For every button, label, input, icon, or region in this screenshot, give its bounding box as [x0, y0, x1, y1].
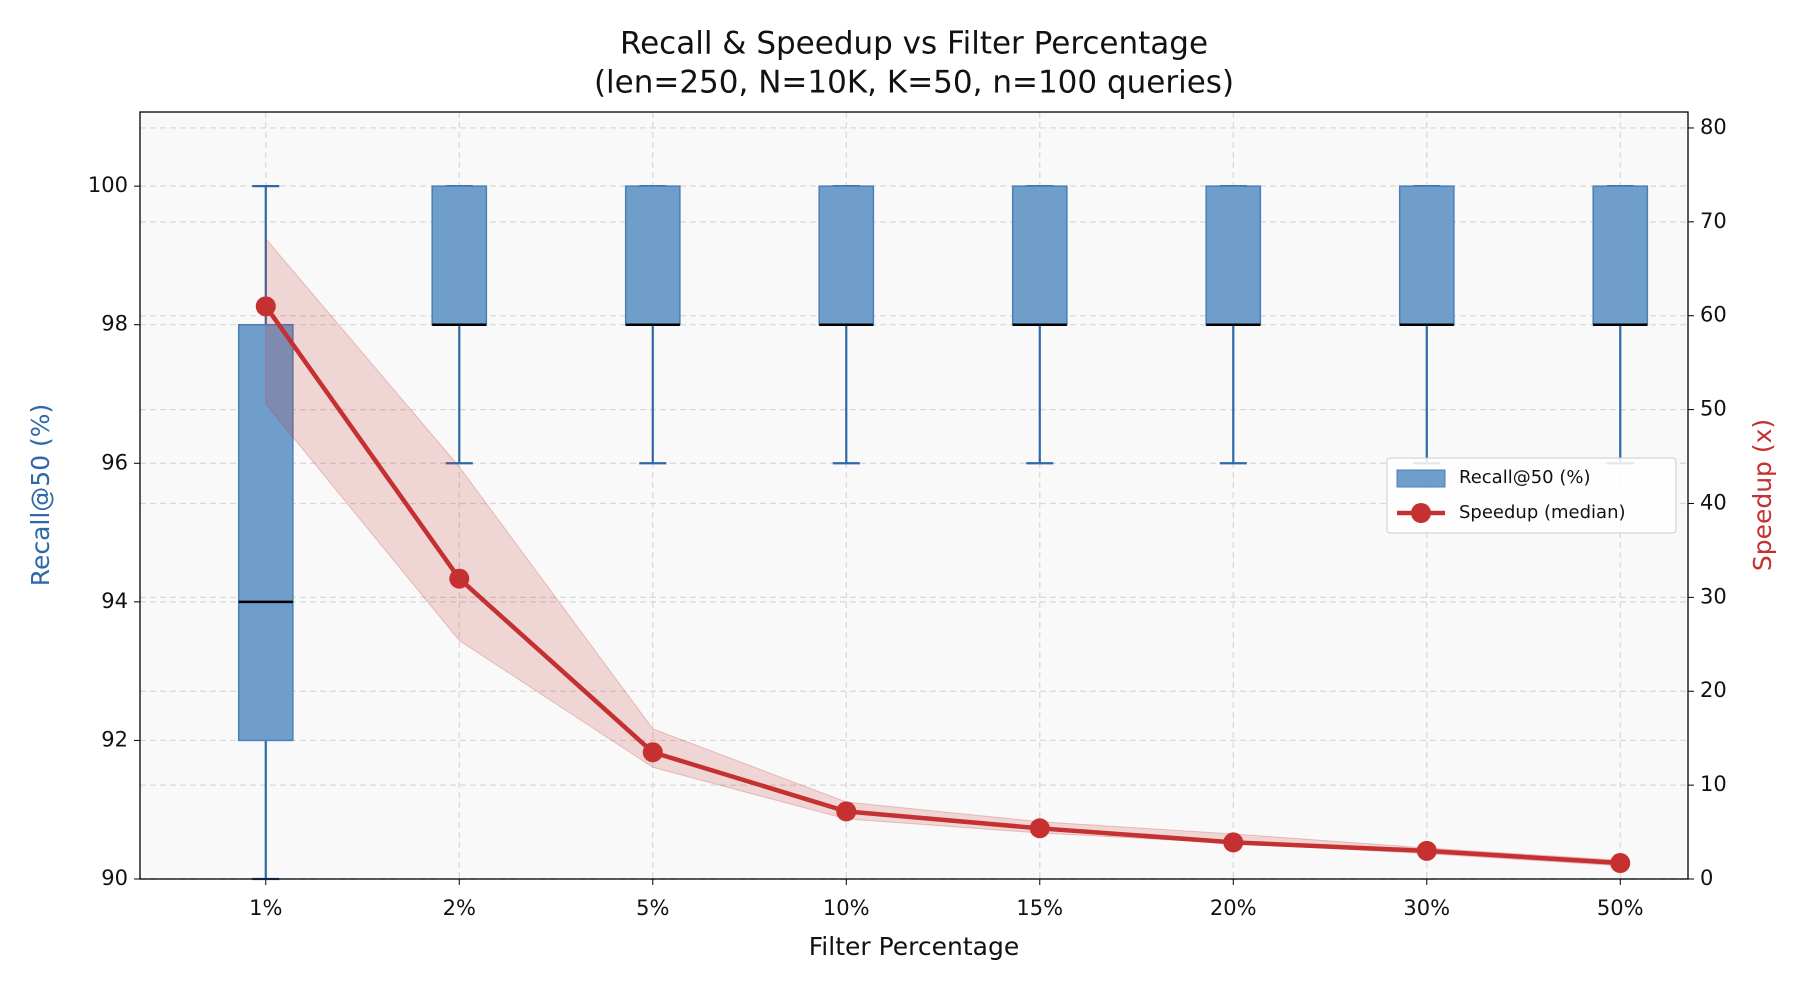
speedup-point [255, 296, 276, 317]
legend-swatch [1411, 503, 1431, 523]
y2-tick-label: 40 [1700, 490, 1727, 514]
x-tick-label: 10% [823, 896, 870, 920]
speedup-point [1610, 853, 1631, 874]
y-tick-label: 92 [101, 727, 128, 751]
speedup-line [263, 305, 1621, 866]
speedup-point [1416, 840, 1437, 861]
legend-swatch [1396, 469, 1446, 488]
y2-tick-label: 30 [1700, 584, 1727, 608]
y-tick-label: 100 [88, 173, 128, 197]
x-tick-label: 5% [636, 896, 669, 920]
x-tick-label: 1% [249, 896, 282, 920]
legend-label: Recall@50 (%) [1459, 467, 1590, 488]
y2-tick-label: 20 [1700, 678, 1727, 702]
box [1205, 185, 1262, 326]
x-tick-label: 15% [1016, 896, 1063, 920]
speedup-point [642, 742, 663, 763]
y2-tick-label: 10 [1700, 772, 1727, 796]
box [431, 185, 488, 326]
box [1011, 185, 1068, 326]
box [237, 323, 294, 742]
y2-tick-label: 60 [1700, 303, 1727, 327]
y2-tick-label: 0 [1700, 866, 1713, 890]
x-tick-label: 2% [443, 896, 476, 920]
x-tick-label: 20% [1210, 896, 1257, 920]
y-tick-label: 90 [101, 866, 128, 890]
y2-tick-label: 50 [1700, 397, 1727, 421]
chart-subtitle: (len=250, N=10K, K=50, n=100 queries) [594, 65, 1234, 101]
box [818, 185, 875, 326]
y-tick-label: 98 [101, 312, 128, 336]
y-tick-label: 94 [101, 589, 128, 613]
box [1592, 185, 1649, 326]
legend-box [1386, 457, 1677, 534]
speedup-point [1223, 832, 1244, 853]
y2-axis-label: Speedup (x) [1748, 419, 1777, 571]
y2-tick-label: 80 [1700, 115, 1727, 139]
legend: Recall@50 (%) Speedup (median) [1386, 457, 1677, 534]
x-axis-label: Filter Percentage [809, 932, 1020, 961]
box [1398, 185, 1455, 326]
y-tick-label: 96 [101, 450, 128, 474]
x-tick-label: 50% [1597, 896, 1644, 920]
y-axis-label: Recall@50 (%) [26, 404, 55, 587]
y2-tick-label: 70 [1700, 209, 1727, 233]
plot-frame [139, 111, 1689, 880]
legend-label: Speedup (median) [1459, 502, 1626, 523]
speedup-point [836, 801, 857, 822]
box [624, 185, 681, 326]
speedup-point [449, 568, 470, 589]
speedup-point [1029, 818, 1050, 839]
chart-title: Recall & Speedup vs Filter Percentage [620, 26, 1208, 62]
x-tick-label: 30% [1403, 896, 1450, 920]
